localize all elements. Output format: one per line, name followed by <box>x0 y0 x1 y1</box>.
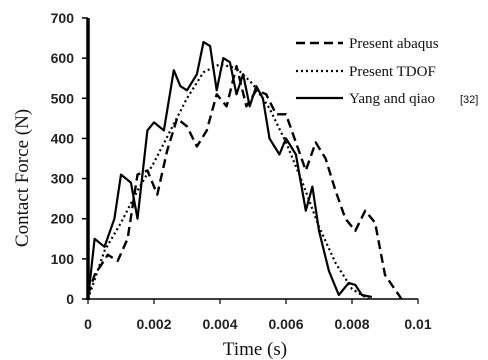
x-tick-label: 0.004 <box>202 316 237 332</box>
x-tick-label: 0.002 <box>136 316 171 332</box>
y-tick-label: 300 <box>51 171 75 187</box>
x-axis-title: Time (s) <box>223 339 287 360</box>
y-tick-label: 400 <box>51 130 75 146</box>
x-tick-label: 0.006 <box>268 316 303 332</box>
legend-label-1: Present abaqus <box>349 36 439 52</box>
axes: 0 100 200 300 400 500 600 700 0 0.002 0.004 0.006 0.… <box>51 10 432 332</box>
series-line-3 <box>86 40 373 300</box>
y-tick-label: 100 <box>51 251 75 267</box>
x-tick-label: 0.008 <box>334 316 369 332</box>
x-tick-label: 0 <box>84 316 92 332</box>
y-tick-label: 200 <box>51 211 75 227</box>
y-tick-label: 600 <box>51 50 75 66</box>
y-tick-label: 500 <box>51 90 75 106</box>
legend-label-3: Yang and qiao <box>349 91 435 107</box>
x-tick-label: 0.01 <box>404 316 431 332</box>
y-axis-title: Contact Force (N) <box>12 109 33 247</box>
reference-annotation: [32] <box>460 94 478 106</box>
y-tick-label: 700 <box>51 10 75 26</box>
legend: Present abaqus Present TDOF Yang and qiao [… <box>296 36 478 107</box>
series-layer <box>86 40 403 300</box>
y-tick-label: 0 <box>66 291 74 307</box>
legend-label-2: Present TDOF <box>349 64 436 80</box>
series-line-1 <box>86 64 403 300</box>
